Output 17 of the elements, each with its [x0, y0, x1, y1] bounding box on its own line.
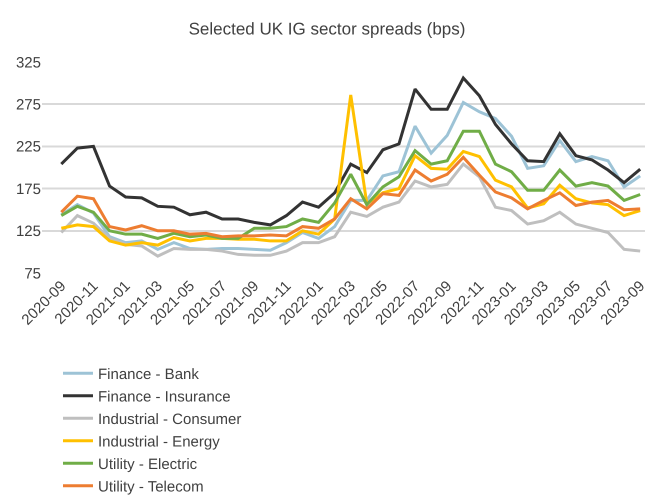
y-tick-label: 175: [16, 180, 41, 198]
legend-label: Finance - Bank: [98, 366, 200, 384]
legend-label: Utility - Telecom: [98, 478, 204, 496]
y-tick-label: 125: [16, 223, 41, 240]
chart-title: Selected UK IG sector spreads (bps): [188, 19, 466, 38]
y-tick-label: 225: [16, 138, 41, 156]
line-series: [60, 76, 642, 226]
y-tick-label: 75: [24, 265, 41, 282]
legend-label: Utility - Electric: [98, 456, 198, 474]
legend-label: Industrial - Energy: [98, 434, 220, 451]
line-series: [60, 130, 642, 240]
y-tick-label: 275: [16, 96, 41, 114]
line-series: [60, 162, 642, 258]
y-tick-label: 325: [16, 54, 41, 72]
legend-label: Finance - Insurance: [98, 388, 231, 406]
legend-label: Industrial - Consumer: [98, 411, 242, 428]
line-series: [60, 156, 642, 238]
